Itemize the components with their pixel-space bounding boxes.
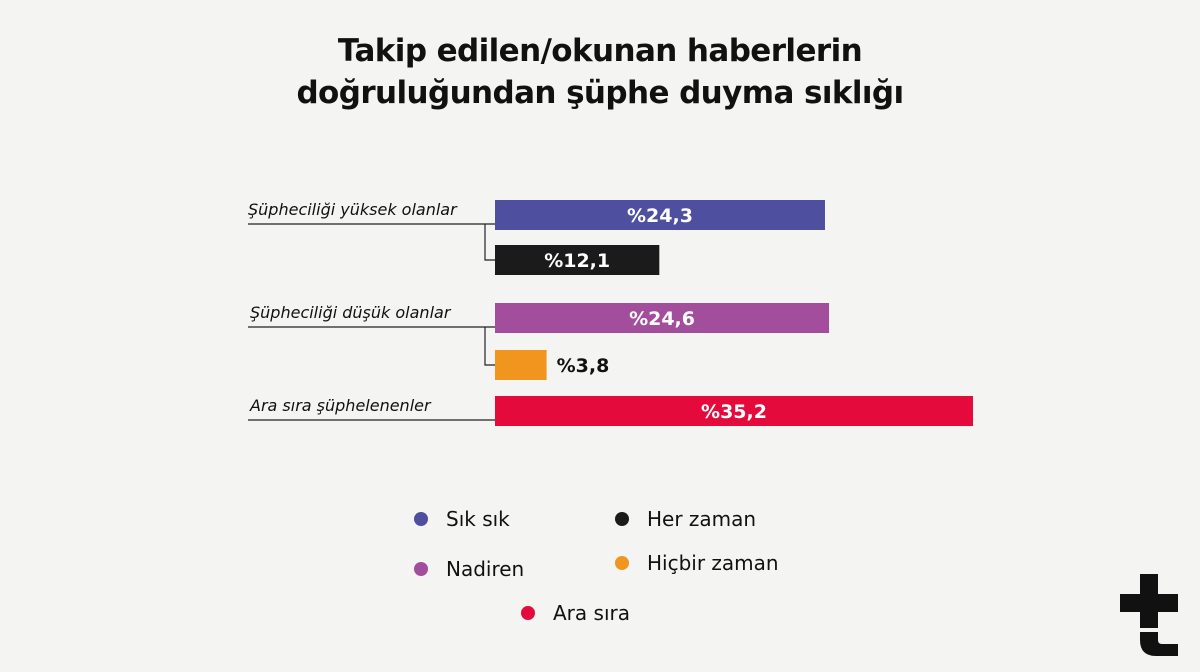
bar-1-0 — [495, 303, 830, 333]
bar-value-label-2-0: %35,2 — [701, 401, 767, 423]
t24-logo-icon — [1120, 574, 1178, 656]
chart-title: Takip edilen/okunan haberlerin doğruluğu… — [0, 30, 1200, 114]
legend-dot-3 — [615, 556, 629, 570]
logo-hook-shape — [1140, 632, 1178, 656]
bar-0-0 — [495, 200, 825, 230]
legend-item-4: Ara sıra — [521, 601, 630, 625]
bar-value-label-1-0: %24,6 — [629, 308, 695, 330]
bar-1-1 — [495, 350, 547, 380]
legend-item-2: Nadiren — [414, 557, 524, 581]
legend-label-1: Her zaman — [647, 507, 757, 531]
legend-item-1: Her zaman — [615, 507, 756, 531]
chart-title-line-1: Takip edilen/okunan haberlerin — [337, 33, 863, 69]
bar-value-label-0-0: %24,3 — [627, 205, 693, 227]
legend-dot-4 — [521, 606, 535, 620]
legend-label-3: Hiçbir zaman — [647, 551, 779, 575]
legend-label-2: Nadiren — [446, 557, 525, 581]
group-connector-1 — [484, 327, 495, 366]
chart-title-line-2: doğruluğundan şüphe duyma sıklığı — [296, 75, 904, 111]
legend-item-0: Sık sık — [414, 507, 510, 531]
group-label-0: Şüpheciliği yüksek olanlar — [248, 200, 458, 219]
legend-item-3: Hiçbir zaman — [615, 551, 779, 575]
bar-chart: Şüpheciliği yüksek olanlar %24,3 %12,1 Şüph… — [248, 200, 973, 426]
group-connector-0 — [484, 224, 495, 261]
bar-value-label-0-1: %12,1 — [544, 250, 610, 272]
group-label-2: Ara sıra şüphelenenler — [249, 396, 432, 415]
legend-label-4: Ara sıra — [553, 601, 630, 625]
logo-cross-shape — [1120, 574, 1178, 628]
legend-dot-0 — [414, 512, 428, 526]
legend-dot-1 — [615, 512, 629, 526]
bar-2-0 — [495, 396, 973, 426]
bar-value-label-1-1: %3,8 — [557, 355, 610, 377]
legend-label-0: Sık sık — [446, 507, 510, 531]
bar-0-1 — [495, 245, 660, 275]
group-label-1: Şüpheciliği düşük olanlar — [250, 303, 452, 322]
legend-dot-2 — [414, 562, 428, 576]
